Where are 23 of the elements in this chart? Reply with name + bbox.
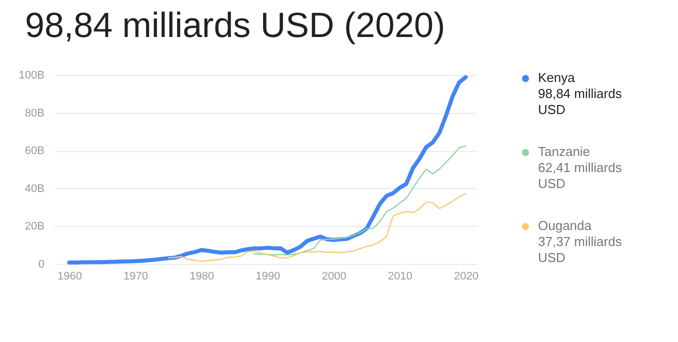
y-tick-label: 40B bbox=[24, 182, 44, 195]
x-tick-label: 1970 bbox=[124, 270, 148, 282]
legend-label: Ouganda bbox=[538, 218, 592, 234]
y-tick-label: 20B bbox=[24, 220, 44, 233]
legend-label: Tanzanie bbox=[538, 144, 592, 160]
chart-title: 98,84 milliards USD (2020) bbox=[25, 6, 446, 46]
x-tick-label: 1960 bbox=[57, 270, 82, 282]
y-tick-label: 100B bbox=[18, 70, 44, 82]
x-tick-label: 2000 bbox=[322, 270, 346, 282]
text: 98,84 milliards USD bbox=[538, 86, 623, 118]
x-tick-label: 2020 bbox=[454, 270, 479, 282]
y-tick-label: 0 bbox=[38, 258, 44, 270]
x-tick-label: 2010 bbox=[388, 270, 412, 282]
line-series bbox=[168, 192, 466, 262]
x-tick-label: 1980 bbox=[190, 270, 214, 282]
y-tick-label: 60B bbox=[24, 145, 44, 158]
text: 37,37 milliards USD bbox=[538, 234, 623, 266]
line-series bbox=[67, 75, 468, 264]
legend-label: Kenya bbox=[538, 70, 576, 86]
text: 62,41 milliards USD bbox=[538, 160, 623, 192]
y-tick-label: 80B bbox=[24, 107, 44, 120]
line-series bbox=[254, 145, 466, 256]
x-tick-label: 1990 bbox=[256, 270, 280, 282]
